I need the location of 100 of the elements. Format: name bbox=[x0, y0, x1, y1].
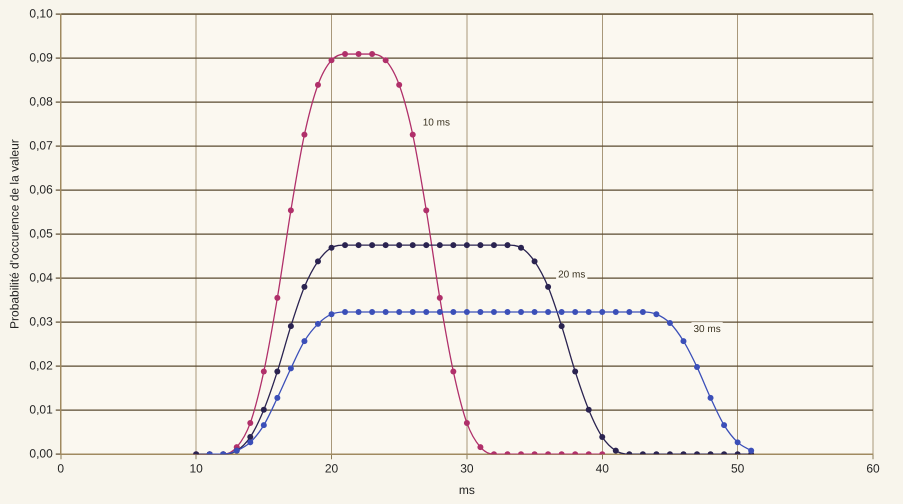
point bbox=[356, 51, 362, 58]
point bbox=[734, 439, 741, 446]
x-axis-title: ms bbox=[458, 483, 475, 498]
y-tick-label: 0,04 bbox=[29, 270, 54, 284]
y-tick-label: 0,05 bbox=[29, 226, 54, 240]
point bbox=[504, 309, 510, 316]
y-tick-label: 0,02 bbox=[29, 358, 54, 372]
point bbox=[328, 57, 335, 64]
point bbox=[708, 394, 714, 401]
point bbox=[342, 51, 348, 58]
point bbox=[314, 258, 321, 264]
point bbox=[382, 57, 389, 64]
x-tick-label: 0 bbox=[57, 462, 64, 476]
y-tick-label: 0,03 bbox=[29, 314, 54, 328]
point bbox=[274, 394, 280, 401]
point bbox=[450, 368, 456, 374]
y-tick-label: 0,01 bbox=[29, 402, 54, 416]
point bbox=[666, 320, 673, 326]
point bbox=[410, 242, 416, 248]
point bbox=[356, 242, 362, 248]
point bbox=[612, 309, 619, 316]
point bbox=[382, 242, 389, 248]
point bbox=[721, 422, 728, 428]
point bbox=[490, 309, 497, 316]
y-axis-title: Probabilité d'occurence de la valeur bbox=[8, 139, 22, 329]
point bbox=[274, 294, 280, 301]
point bbox=[288, 323, 294, 330]
point bbox=[328, 244, 335, 251]
y-tick-label: 0,09 bbox=[29, 50, 54, 64]
point bbox=[532, 309, 538, 316]
point bbox=[586, 406, 592, 413]
point bbox=[260, 406, 267, 413]
point bbox=[288, 365, 294, 372]
point bbox=[477, 242, 484, 248]
point bbox=[301, 284, 308, 290]
series-label: 20 ms bbox=[558, 270, 586, 281]
series-label: 10 ms bbox=[422, 117, 450, 128]
point bbox=[464, 420, 470, 426]
point bbox=[586, 309, 592, 316]
point bbox=[288, 207, 294, 214]
x-tick-label: 40 bbox=[596, 462, 610, 476]
point bbox=[423, 207, 430, 214]
point bbox=[572, 309, 578, 316]
point bbox=[342, 242, 348, 248]
point bbox=[314, 82, 321, 88]
point bbox=[314, 320, 321, 327]
point bbox=[558, 309, 565, 316]
point bbox=[396, 82, 402, 88]
point bbox=[572, 368, 578, 374]
point bbox=[450, 242, 456, 248]
point bbox=[301, 338, 308, 344]
point bbox=[328, 311, 335, 318]
point bbox=[464, 242, 470, 248]
x-tick-label: 50 bbox=[730, 462, 745, 476]
point bbox=[369, 242, 376, 248]
point bbox=[369, 309, 376, 316]
y-tick-label: 0,10 bbox=[29, 6, 54, 20]
point bbox=[545, 284, 552, 290]
point bbox=[369, 51, 376, 58]
point bbox=[247, 439, 254, 446]
point bbox=[410, 132, 416, 138]
point bbox=[464, 309, 470, 316]
point bbox=[599, 309, 606, 316]
point bbox=[247, 420, 254, 426]
point bbox=[518, 244, 524, 251]
point bbox=[640, 309, 646, 316]
point bbox=[450, 309, 456, 316]
point bbox=[477, 309, 484, 316]
x-tick-label: 60 bbox=[866, 462, 880, 476]
point bbox=[423, 309, 430, 316]
point bbox=[260, 368, 267, 374]
x-tick-label: 30 bbox=[460, 462, 474, 476]
point bbox=[518, 309, 524, 316]
point bbox=[626, 309, 632, 316]
point bbox=[545, 309, 552, 316]
point bbox=[274, 368, 280, 374]
point bbox=[342, 309, 348, 316]
point bbox=[260, 422, 267, 428]
point bbox=[599, 434, 606, 440]
point bbox=[653, 311, 660, 318]
series-label: 30 ms bbox=[693, 324, 721, 335]
point bbox=[396, 242, 402, 248]
point bbox=[423, 242, 430, 248]
point bbox=[410, 309, 416, 316]
point bbox=[612, 448, 619, 454]
point bbox=[396, 309, 402, 316]
y-tick-label: 0,08 bbox=[29, 94, 54, 108]
point bbox=[436, 309, 443, 316]
x-tick-label: 10 bbox=[189, 462, 204, 476]
point bbox=[301, 132, 308, 138]
y-tick-label: 0,00 bbox=[29, 446, 54, 461]
y-tick-label: 0,06 bbox=[29, 182, 54, 196]
point bbox=[490, 242, 497, 248]
point bbox=[382, 309, 389, 316]
point bbox=[694, 364, 700, 370]
y-tick-label: 0,07 bbox=[29, 138, 54, 152]
x-tick-label: 20 bbox=[324, 462, 338, 476]
point bbox=[748, 448, 754, 454]
point bbox=[247, 434, 254, 440]
point bbox=[436, 294, 443, 301]
